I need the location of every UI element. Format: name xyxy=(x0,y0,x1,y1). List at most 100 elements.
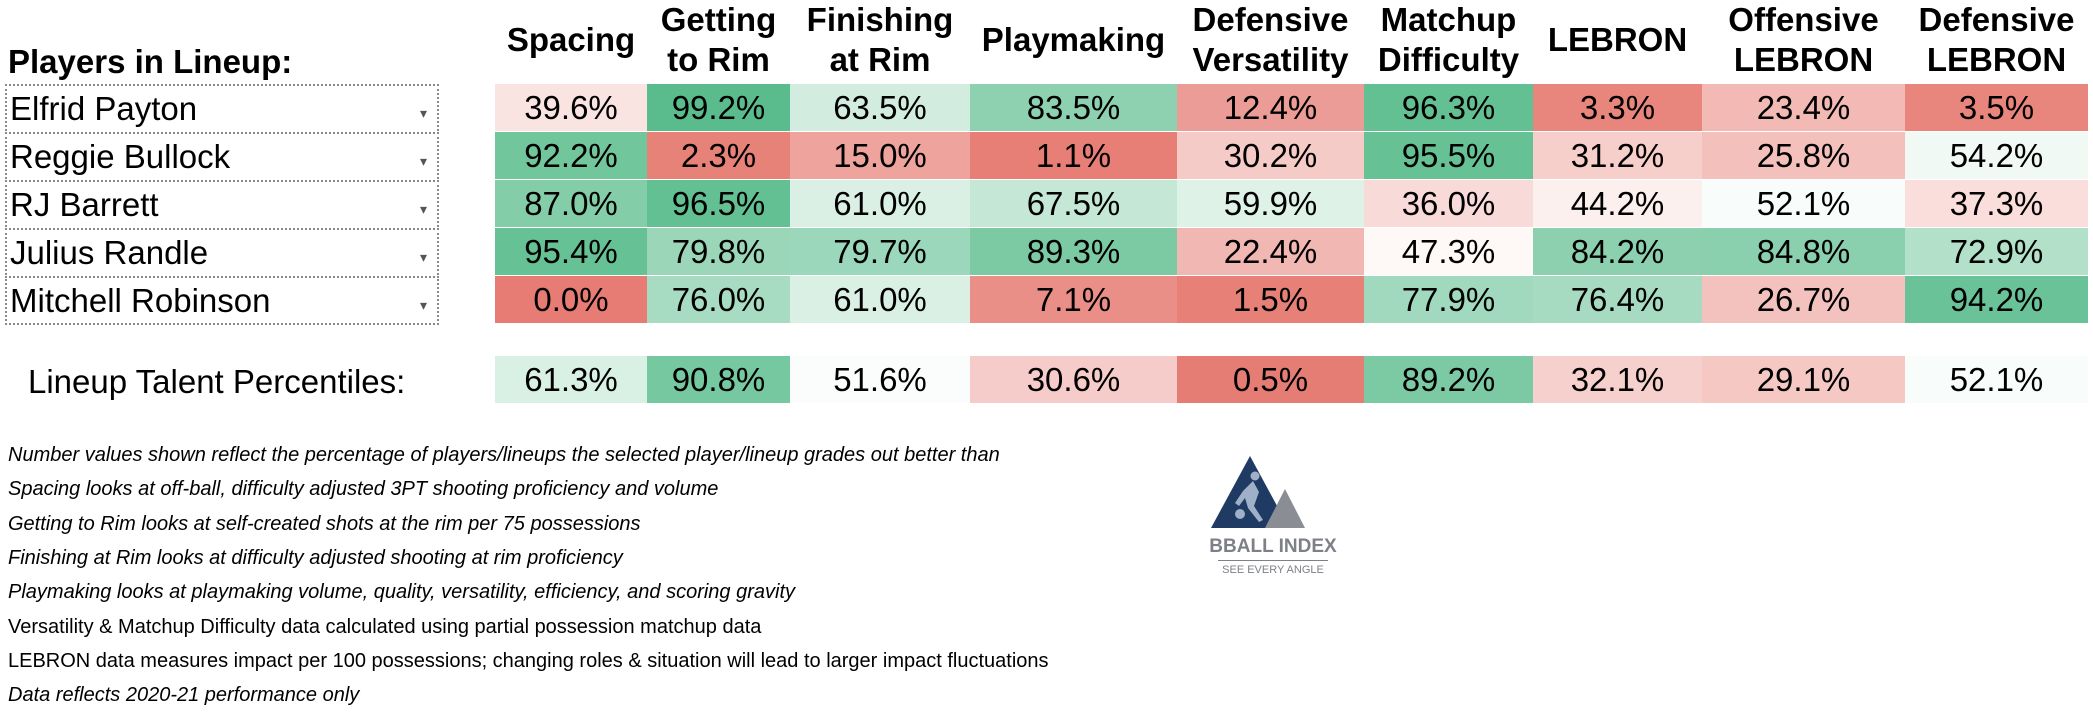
column-header-line: LEBRON xyxy=(1547,21,1688,58)
percentile-cell: 31.2% xyxy=(1533,132,1702,179)
footnote: LEBRON data measures impact per 100 poss… xyxy=(8,649,1049,672)
column-header: Defensive Versatility xyxy=(1177,0,1364,80)
percentile-cell: 30.2% xyxy=(1177,132,1364,179)
column-header-line: at Rim xyxy=(829,41,931,78)
percentile-cell: 72.9% xyxy=(1905,228,2088,275)
percentile-cell: 89.3% xyxy=(970,228,1177,275)
player-select[interactable]: Mitchell Robinson ▾ xyxy=(5,276,439,325)
percentile-cell: 79.8% xyxy=(647,228,790,275)
column-header-line: LEBRON xyxy=(1926,41,2067,78)
percentile-cell: 47.3% xyxy=(1364,228,1533,275)
player-select[interactable]: Reggie Bullock ▾ xyxy=(5,132,439,179)
column-header: Playmaking xyxy=(970,0,1177,80)
percentile-cell: 61.0% xyxy=(790,276,970,323)
percentile-cell: 87.0% xyxy=(495,180,647,227)
lineup-label: Lineup Talent Percentiles: xyxy=(28,363,406,400)
percentile-cell: 84.2% xyxy=(1533,228,1702,275)
percentile-cell: 12.4% xyxy=(1177,84,1364,131)
player-name: Elfrid Payton xyxy=(10,90,198,127)
player-name: Reggie Bullock xyxy=(10,138,231,175)
percentile-cell: 44.2% xyxy=(1533,180,1702,227)
column-header-line: to Rim xyxy=(667,41,770,78)
column-header-line: Versatility xyxy=(1192,41,1349,78)
lineup-percentile-cell: 32.1% xyxy=(1533,356,1702,403)
column-header-line: Matchup xyxy=(1380,1,1517,38)
percentile-cell: 79.7% xyxy=(790,228,970,275)
percentile-cell: 15.0% xyxy=(790,132,970,179)
column-header-line: Difficulty xyxy=(1377,41,1520,78)
caret-down-icon[interactable]: ▾ xyxy=(419,153,427,169)
percentile-cell: 77.9% xyxy=(1364,276,1533,323)
player-name: Julius Randle xyxy=(10,234,209,271)
player-select[interactable]: RJ Barrett ▾ xyxy=(5,180,439,227)
percentile-cell: 26.7% xyxy=(1702,276,1905,323)
lineup-percentile-cell: 29.1% xyxy=(1702,356,1905,403)
column-header: Finishing at Rim xyxy=(790,0,970,80)
column-header: Offensive LEBRON xyxy=(1702,0,1905,80)
players-label: Players in Lineup: xyxy=(8,43,293,80)
logo-tagline: SEE EVERY ANGLE xyxy=(1222,564,1324,576)
percentile-cell: 95.4% xyxy=(495,228,647,275)
percentile-cell: 3.3% xyxy=(1533,84,1702,131)
caret-down-icon[interactable]: ▾ xyxy=(419,297,427,313)
percentile-cell: 96.5% xyxy=(647,180,790,227)
lineup-percentile-cell: 30.6% xyxy=(970,356,1177,403)
percentile-cell: 52.1% xyxy=(1702,180,1905,227)
percentile-cell: 1.5% xyxy=(1177,276,1364,323)
percentile-cell: 25.8% xyxy=(1702,132,1905,179)
percentile-cell: 22.4% xyxy=(1177,228,1364,275)
column-header: Defensive LEBRON xyxy=(1905,0,2088,80)
percentile-cell: 1.1% xyxy=(970,132,1177,179)
footnote: Finishing at Rim looks at difficulty adj… xyxy=(8,546,623,569)
player-select[interactable]: Elfrid Payton ▾ xyxy=(5,84,439,131)
logo-divider xyxy=(1218,560,1328,561)
percentile-cell: 76.0% xyxy=(647,276,790,323)
percentile-cell: 37.3% xyxy=(1905,180,2088,227)
player-select[interactable]: Julius Randle ▾ xyxy=(5,228,439,275)
percentile-cell: 63.5% xyxy=(790,84,970,131)
footnote: Getting to Rim looks at self-created sho… xyxy=(8,512,641,535)
lineup-percentile-cell: 51.6% xyxy=(790,356,970,403)
column-header: Spacing xyxy=(495,0,647,80)
footnote: Spacing looks at off-ball, difficulty ad… xyxy=(8,478,719,501)
percentile-cell: 7.1% xyxy=(970,276,1177,323)
column-header-line: Playmaking xyxy=(981,21,1166,58)
caret-down-icon[interactable]: ▾ xyxy=(419,201,427,217)
percentile-cell: 39.6% xyxy=(495,84,647,131)
column-header-line: Defensive xyxy=(1918,1,2075,38)
percentile-cell: 59.9% xyxy=(1177,180,1364,227)
percentile-cell: 99.2% xyxy=(647,84,790,131)
percentile-cell: 54.2% xyxy=(1905,132,2088,179)
percentile-cell: 67.5% xyxy=(970,180,1177,227)
column-header-line: Defensive xyxy=(1192,1,1349,38)
lineup-percentile-cell: 61.3% xyxy=(495,356,647,403)
caret-down-icon[interactable]: ▾ xyxy=(419,249,427,265)
lineup-percentile-cell: 90.8% xyxy=(647,356,790,403)
logo-name: BBALL INDEX xyxy=(1209,536,1337,557)
percentile-cell: 92.2% xyxy=(495,132,647,179)
footnote: Number values shown reflect the percenta… xyxy=(8,444,1000,466)
player-name: RJ Barrett xyxy=(10,186,159,223)
logo-mark-icon xyxy=(1211,456,1305,528)
percentile-cell: 83.5% xyxy=(970,84,1177,131)
lineup-percentile-cell: 0.5% xyxy=(1177,356,1364,403)
percentile-cell: 84.8% xyxy=(1702,228,1905,275)
percentile-cell: 94.2% xyxy=(1905,276,2088,323)
column-header-line: Offensive xyxy=(1728,1,1879,38)
percentile-cell: 96.3% xyxy=(1364,84,1533,131)
column-header: Matchup Difficulty xyxy=(1364,0,1533,80)
percentile-cell: 95.5% xyxy=(1364,132,1533,179)
percentile-cell: 76.4% xyxy=(1533,276,1702,323)
percentile-cell: 23.4% xyxy=(1702,84,1905,131)
column-header-line: Finishing xyxy=(806,1,954,38)
percentile-cell: 36.0% xyxy=(1364,180,1533,227)
player-name: Mitchell Robinson xyxy=(10,282,271,319)
percentile-cell: 61.0% xyxy=(790,180,970,227)
footnote: Data reflects 2020-21 performance only xyxy=(8,684,360,707)
column-header-line: Getting xyxy=(660,1,777,38)
bball-index-logo: BBALL INDEX SEE EVERY ANGLE xyxy=(1193,454,1353,580)
column-header-line: Spacing xyxy=(506,21,636,58)
caret-down-icon[interactable]: ▾ xyxy=(419,105,427,121)
percentile-cell: 0.0% xyxy=(495,276,647,323)
footnote: Playmaking looks at playmaking volume, q… xyxy=(8,581,796,604)
